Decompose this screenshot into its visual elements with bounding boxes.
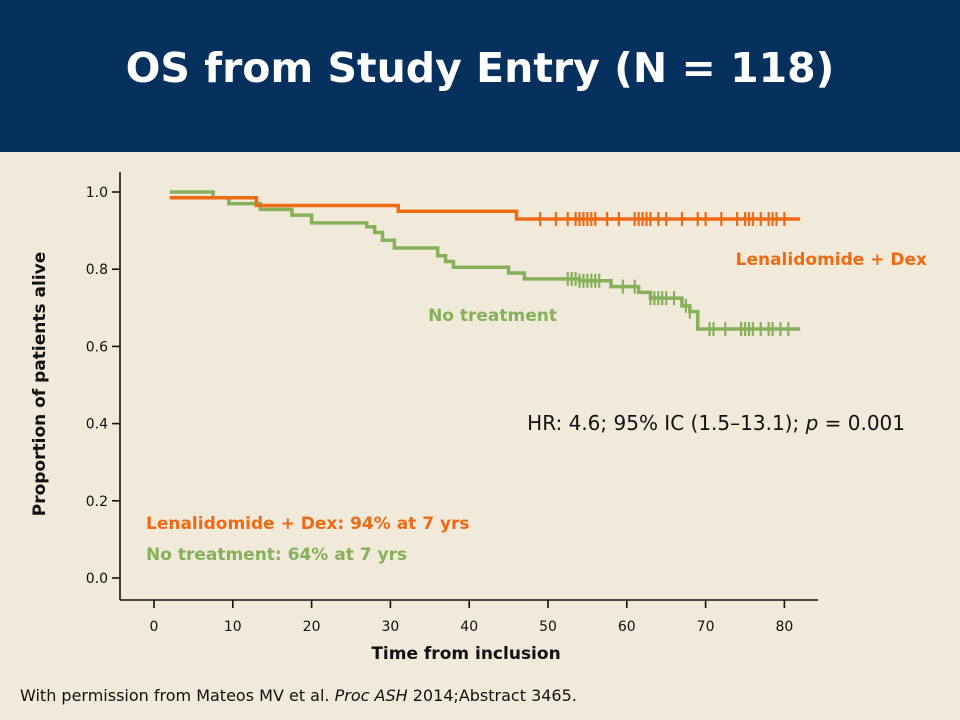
x-tick-label: 80 bbox=[775, 619, 793, 635]
x-tick-label: 70 bbox=[697, 619, 715, 635]
hr-text: HR: 4.6; 95% IC (1.5–13.1); bbox=[527, 411, 805, 435]
y-tick-label: 0.4 bbox=[86, 417, 108, 433]
x-tick-label: 20 bbox=[303, 619, 321, 635]
series-no-treatment bbox=[169, 190, 801, 337]
series-lenalidomide-dex bbox=[169, 196, 801, 227]
slide-title: OS from Study Entry (N = 118) bbox=[125, 44, 835, 92]
axes: 0.0 0.2 0.4 0.6 0.8 1.0 0 10 20 30 40 50 60 70 80 bbox=[86, 172, 818, 635]
km-curve bbox=[169, 196, 801, 221]
citation-journal: Proc ASH bbox=[334, 686, 408, 705]
lenalidomide-survival-rate: Lenalidomide + Dex: 94% at 7 yrs bbox=[146, 514, 470, 534]
hr-p-italic: p bbox=[805, 411, 819, 435]
citation-text: With permission from Mateos MV et al. bbox=[20, 686, 335, 705]
x-tick-label: 60 bbox=[618, 619, 636, 635]
hr-p-value: = 0.001 bbox=[818, 411, 905, 435]
citation-details: 2014;Abstract 3465. bbox=[407, 686, 577, 705]
y-tick-label: 0.8 bbox=[86, 262, 108, 278]
y-tick-label: 0.2 bbox=[86, 494, 108, 510]
x-tick-label: 10 bbox=[224, 619, 242, 635]
y-tick-label: 0.0 bbox=[86, 571, 108, 587]
citation-footer: With permission from Mateos MV et al. Pr… bbox=[20, 686, 577, 705]
x-axis-title: Time from inclusion bbox=[371, 644, 560, 664]
title-banner bbox=[0, 0, 960, 152]
legend-label-lenalidomide: Lenalidomide + Dex bbox=[736, 250, 927, 270]
legend-label-no-treatment: No treatment bbox=[428, 306, 557, 326]
y-tick-label: 1.0 bbox=[86, 185, 108, 201]
y-tick-label: 0.6 bbox=[86, 339, 108, 355]
series-layer bbox=[169, 190, 801, 337]
x-tick-label: 40 bbox=[460, 619, 478, 635]
x-tick-label: 30 bbox=[381, 619, 399, 635]
x-tick-label: 0 bbox=[150, 619, 159, 635]
y-axis-title: Proportion of patients alive bbox=[30, 252, 50, 517]
x-tick-label: 50 bbox=[539, 619, 557, 635]
no-treatment-survival-rate: No treatment: 64% at 7 yrs bbox=[146, 545, 407, 565]
hazard-ratio-annotation: HR: 4.6; 95% IC (1.5–13.1); p = 0.001 bbox=[527, 411, 905, 435]
